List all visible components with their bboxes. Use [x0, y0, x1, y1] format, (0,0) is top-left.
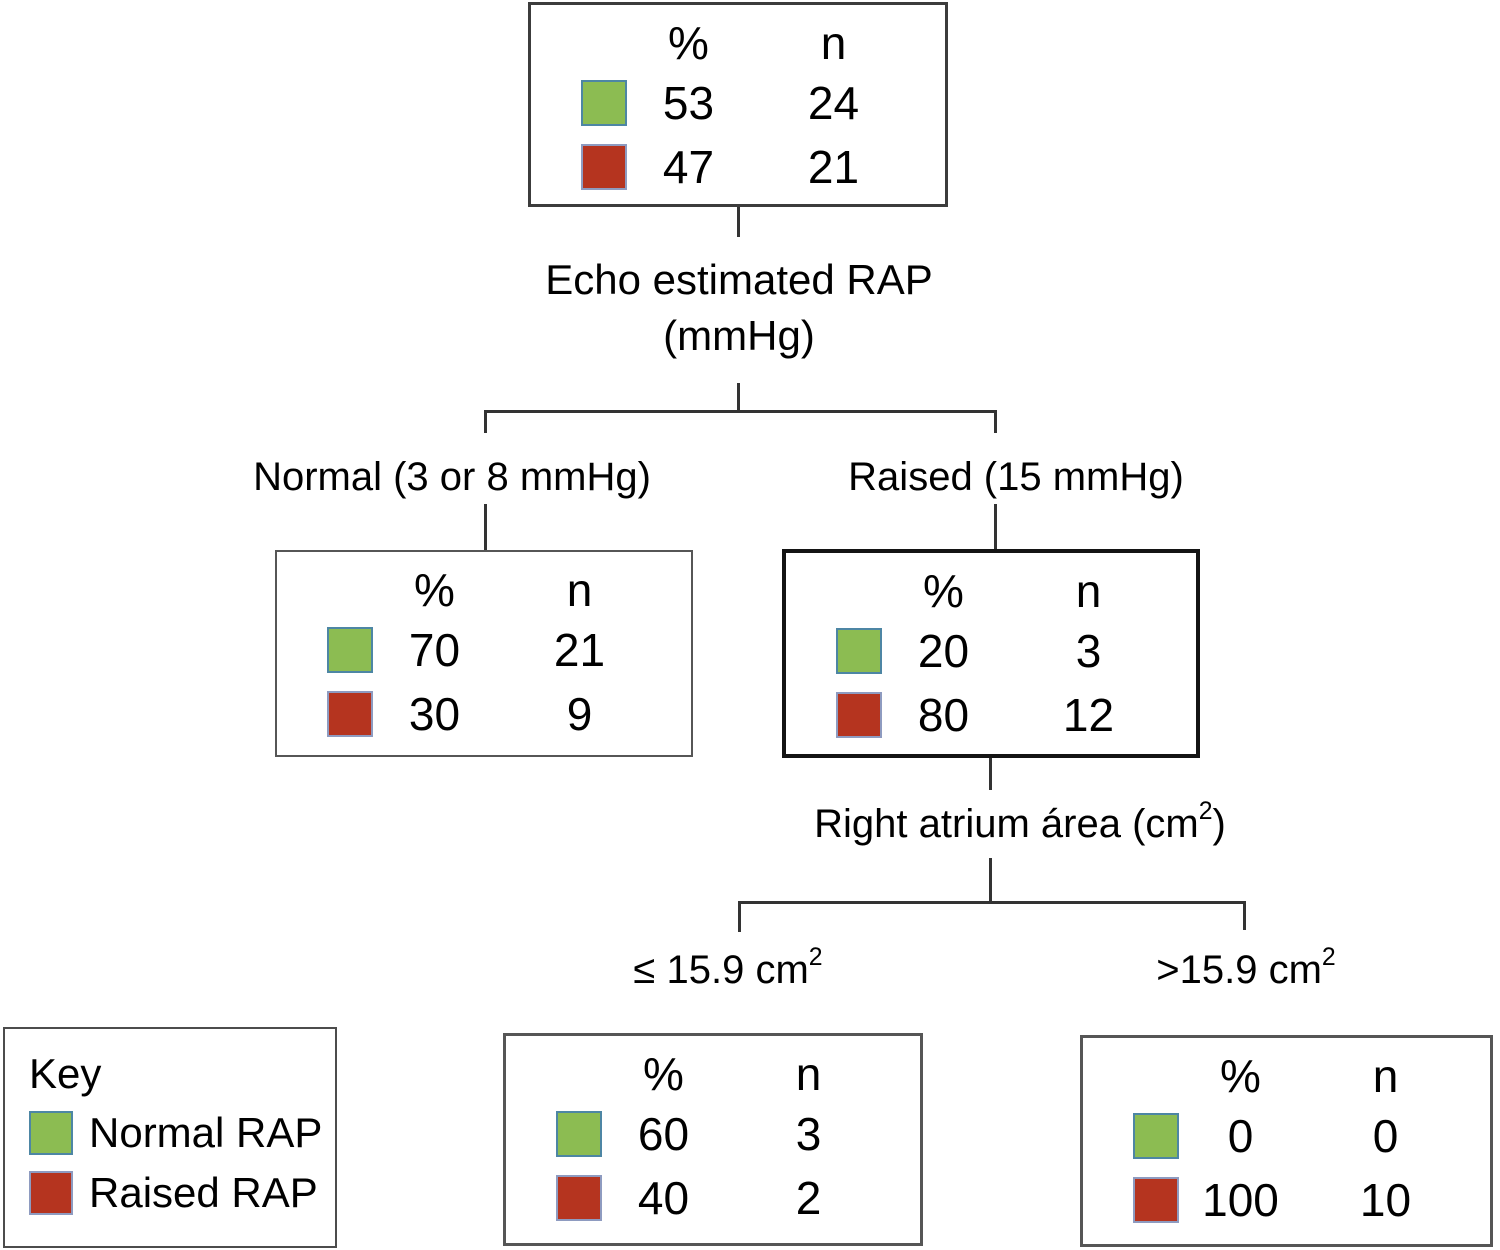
- normal-rap-swatch: [1133, 1113, 1179, 1159]
- n-value: 12: [1062, 689, 1115, 741]
- col-header-n: n: [1372, 1050, 1399, 1102]
- large-area-sup: 2: [1321, 943, 1336, 971]
- level2-branch-left-tick: [738, 901, 741, 932]
- n-value: 0: [1372, 1110, 1399, 1162]
- legend-box: Key Normal RAP Raised RAP: [3, 1027, 337, 1248]
- split1-label-line2: (mmHg): [663, 312, 815, 359]
- raised-rap-swatch: [29, 1171, 73, 1215]
- split1-label: Echo estimated RAP (mmHg): [439, 252, 1039, 364]
- n-value: 9: [566, 688, 593, 740]
- spacer: [786, 563, 896, 619]
- node-small-area-box: % n 60 3 40 2: [503, 1033, 923, 1246]
- n-value: 10: [1359, 1174, 1412, 1226]
- n-value: 21: [553, 624, 606, 676]
- branch-normal-label: Normal (3 or 8 mmHg): [253, 455, 651, 499]
- col-header-pct: %: [643, 1048, 684, 1100]
- raised-rap-swatch: [836, 692, 882, 738]
- level1-branch-right-tick: [994, 410, 997, 433]
- n-value: 2: [795, 1172, 822, 1224]
- normal-rap-swatch: [327, 627, 373, 673]
- legend-label: Normal RAP: [89, 1109, 323, 1156]
- col-header-pct: %: [1220, 1050, 1261, 1102]
- small-area-text: ≤ 15.9 cm: [633, 948, 809, 992]
- raised-rap-swatch: [327, 691, 373, 737]
- raised-rap-swatch: [556, 1175, 602, 1221]
- level2-branch-right-tick: [1243, 901, 1246, 930]
- col-header-pct: %: [414, 564, 455, 616]
- split2-label-text: Right atrium área (cm: [814, 802, 1199, 846]
- split2-label-sup: 2: [1198, 797, 1213, 825]
- split2-label: Right atrium área (cm2): [720, 797, 1320, 848]
- pct-value: 80: [917, 689, 970, 741]
- spacer: [531, 15, 641, 71]
- pct-value: 0: [1227, 1110, 1254, 1162]
- raised-rap-swatch: [581, 144, 627, 190]
- n-value: 3: [795, 1108, 822, 1160]
- col-header-pct: %: [668, 17, 709, 69]
- connector-split1-stub: [737, 383, 740, 412]
- large-area-text: >15.9 cm: [1156, 948, 1322, 992]
- pct-value: 30: [408, 688, 461, 740]
- branch-raised-label: Raised (15 mmHg): [848, 455, 1184, 499]
- legend-item-raised: Raised RAP: [29, 1171, 335, 1215]
- split2-label-close: ): [1212, 802, 1226, 846]
- level2-branch-bar: [740, 901, 1245, 904]
- spacer: [1083, 1048, 1193, 1104]
- normal-rap-swatch: [556, 1111, 602, 1157]
- pct-value: 100: [1202, 1174, 1279, 1226]
- n-value: 21: [807, 141, 860, 193]
- connector-raised-stub: [994, 504, 997, 549]
- connector-root-stub: [737, 207, 740, 237]
- pct-value: 47: [662, 141, 715, 193]
- n-value: 24: [807, 77, 860, 129]
- col-header-n: n: [820, 17, 847, 69]
- raised-rap-swatch: [1133, 1177, 1179, 1223]
- split1-label-line1: Echo estimated RAP: [545, 256, 933, 303]
- connector-normal-stub: [484, 504, 487, 550]
- col-header-n: n: [795, 1048, 822, 1100]
- node-large-area-box: % n 0 0 100 10: [1080, 1035, 1493, 1247]
- connector-split2-stub: [989, 858, 992, 903]
- node-raised-box: % n 20 3 80 12: [782, 549, 1200, 758]
- pct-value: 53: [662, 77, 715, 129]
- legend-item-normal: Normal RAP: [29, 1111, 335, 1155]
- level1-branch-bar: [486, 410, 997, 413]
- pct-value: 40: [637, 1172, 690, 1224]
- branch-small-area-label: ≤ 15.9 cm2: [528, 943, 928, 994]
- legend-label: Raised RAP: [89, 1169, 318, 1216]
- legend-title: Key: [29, 1050, 102, 1097]
- branch-large-area-label: >15.9 cm2: [1046, 943, 1446, 994]
- normal-rap-swatch: [836, 628, 882, 674]
- normal-rap-swatch: [29, 1111, 73, 1155]
- spacer: [506, 1046, 616, 1102]
- pct-value: 20: [917, 625, 970, 677]
- spacer: [277, 562, 387, 618]
- normal-rap-swatch: [581, 80, 627, 126]
- col-header-pct: %: [923, 565, 964, 617]
- level1-branch-left-tick: [484, 410, 487, 433]
- col-header-n: n: [566, 564, 593, 616]
- n-value: 3: [1075, 625, 1102, 677]
- pct-value: 70: [408, 624, 461, 676]
- pct-value: 60: [637, 1108, 690, 1160]
- col-header-n: n: [1075, 565, 1102, 617]
- node-normal-box: % n 70 21 30 9: [275, 550, 693, 757]
- small-area-sup: 2: [808, 943, 823, 971]
- node-root-box: % n 53 24 47 21: [528, 2, 948, 207]
- connector-raised-box-stub: [989, 758, 992, 790]
